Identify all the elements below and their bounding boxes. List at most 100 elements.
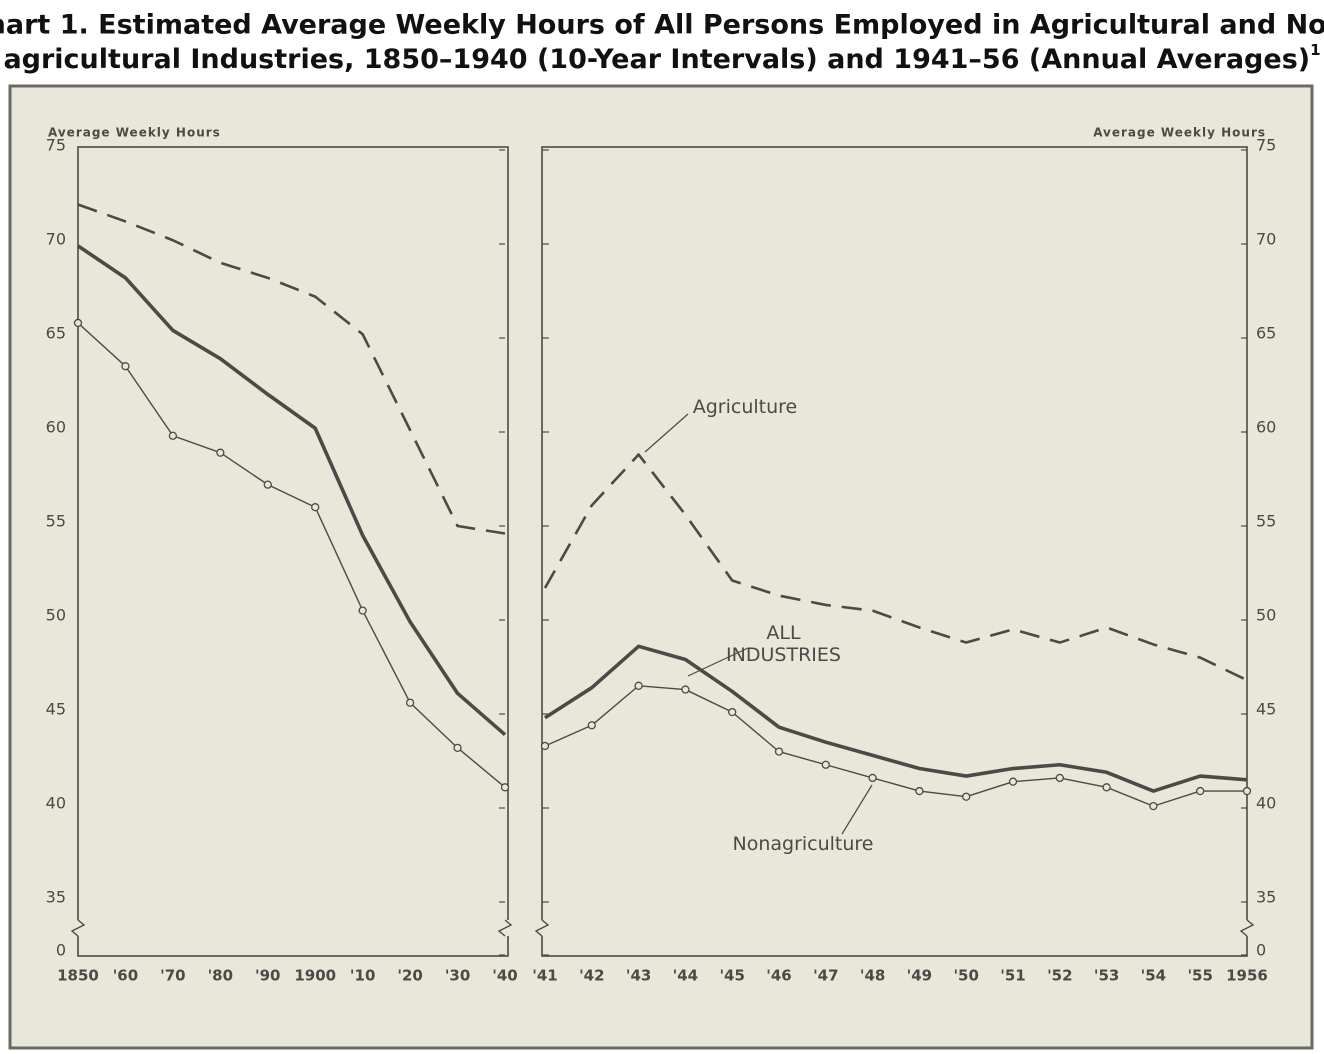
series-line [77, 322, 506, 788]
chart-frame [8, 84, 1314, 1050]
y-tick-label: 75 [1256, 136, 1276, 155]
point-marker [728, 707, 737, 717]
y-tick-label: 75 [46, 136, 66, 155]
x-tick-label: '49 [907, 967, 932, 985]
point-marker [311, 503, 320, 512]
x-tick-label: '50 [953, 967, 978, 985]
series-line [77, 203, 506, 535]
series-annotation: Agriculture [692, 396, 798, 418]
point-marker [453, 743, 462, 752]
point-marker [587, 721, 596, 730]
x-tick-label: '41 [532, 967, 557, 985]
y-tick-label: 35 [1256, 888, 1276, 907]
series-line [544, 644, 1248, 793]
point-marker [915, 786, 924, 796]
x-tick-label: '52 [1047, 967, 1072, 985]
point-marker [216, 448, 225, 457]
y-tick-label: 50 [1256, 606, 1276, 625]
y-tick-label: 50 [46, 606, 66, 625]
x-tick-label: '43 [626, 967, 651, 985]
series-line [543, 453, 1248, 682]
series-annotation: Nonagriculture [732, 833, 874, 855]
x-tick-label: '70 [160, 967, 185, 985]
point-marker [1196, 786, 1205, 796]
annotation-box: ALL INDUSTRIES [726, 622, 841, 666]
x-tick-label: 1956 [1226, 967, 1268, 985]
y-tick-label: 55 [46, 512, 66, 531]
x-tick-label: '55 [1187, 967, 1212, 985]
x-tick-label: '48 [860, 967, 885, 985]
y-tick-label: 0 [56, 941, 66, 960]
x-tick-label: '42 [579, 967, 604, 985]
axis-break [1239, 919, 1255, 937]
point-marker [868, 773, 877, 783]
chart-title-line: agricultural Industries, 1850–1940 (10-Y… [3, 44, 1310, 75]
point-marker [1242, 786, 1252, 796]
point-marker [263, 480, 272, 489]
y-tick-label: 60 [1256, 418, 1276, 437]
point-marker [1008, 777, 1018, 786]
series-line [544, 685, 1247, 807]
chart-title: Chart 1. Estimated Average Weekly Hours … [0, 10, 1324, 41]
y-axis-label: Average Weekly Hours [1093, 126, 1266, 140]
x-tick-label: '44 [673, 967, 698, 985]
plot-frame [77, 146, 509, 957]
axis-break [497, 919, 513, 937]
x-tick-label: '90 [255, 967, 280, 985]
y-tick-label: 65 [1256, 324, 1276, 343]
x-tick-label: '80 [208, 967, 233, 985]
footnote-mark: 1 [1310, 41, 1320, 59]
y-tick-label: 35 [46, 888, 66, 907]
x-tick-label: '54 [1141, 967, 1166, 985]
point-marker [1102, 783, 1111, 792]
annotation-box: Nonagriculture [732, 833, 874, 855]
point-marker [540, 741, 550, 751]
y-tick-label: 65 [46, 324, 66, 343]
point-marker [73, 318, 83, 328]
point-marker [681, 685, 690, 694]
point-marker [168, 431, 178, 440]
annotation-leader [687, 647, 749, 677]
y-tick-label: 45 [1256, 700, 1276, 719]
x-tick-label: '40 [492, 967, 517, 985]
x-tick-label: 1900 [294, 967, 336, 985]
annotation-leader [841, 784, 873, 835]
point-marker [1055, 773, 1064, 783]
annotation-box: Agriculture [692, 396, 798, 418]
x-tick-label: '51 [1000, 967, 1025, 985]
x-tick-label: '10 [350, 967, 375, 985]
x-tick-label: '20 [397, 967, 422, 985]
x-tick-label: '46 [766, 967, 791, 985]
x-tick-label: 1850 [57, 967, 99, 985]
y-tick-label: 0 [1256, 941, 1266, 960]
point-marker [500, 783, 510, 792]
plot-frame [541, 146, 1248, 957]
point-marker [405, 698, 415, 707]
y-tick-label: 40 [46, 794, 66, 813]
y-tick-label: 60 [46, 418, 66, 437]
chart-title: agricultural Industries, 1850–1940 (10-Y… [3, 41, 1320, 75]
y-tick-label: 70 [1256, 230, 1276, 249]
y-tick-label: 45 [46, 700, 66, 719]
point-marker [774, 747, 784, 756]
y-tick-label: 70 [46, 230, 66, 249]
point-marker [634, 681, 643, 690]
x-tick-label: '60 [113, 967, 138, 985]
annotation-leader [644, 413, 689, 453]
y-axis-label: Average Weekly Hours [48, 126, 221, 140]
x-tick-label: '30 [445, 967, 470, 985]
axis-break [534, 919, 550, 937]
y-tick-label: 40 [1256, 794, 1276, 813]
point-marker [1149, 801, 1158, 811]
axis-break [70, 919, 86, 937]
series-line [76, 244, 507, 737]
series-annotation: ALL INDUSTRIES [726, 622, 841, 666]
point-marker [962, 792, 971, 801]
y-tick-label: 55 [1256, 512, 1276, 531]
x-tick-label: '45 [719, 967, 744, 985]
point-marker [121, 362, 130, 371]
point-marker [821, 760, 830, 769]
point-marker [358, 606, 367, 615]
x-tick-label: '47 [813, 967, 838, 985]
